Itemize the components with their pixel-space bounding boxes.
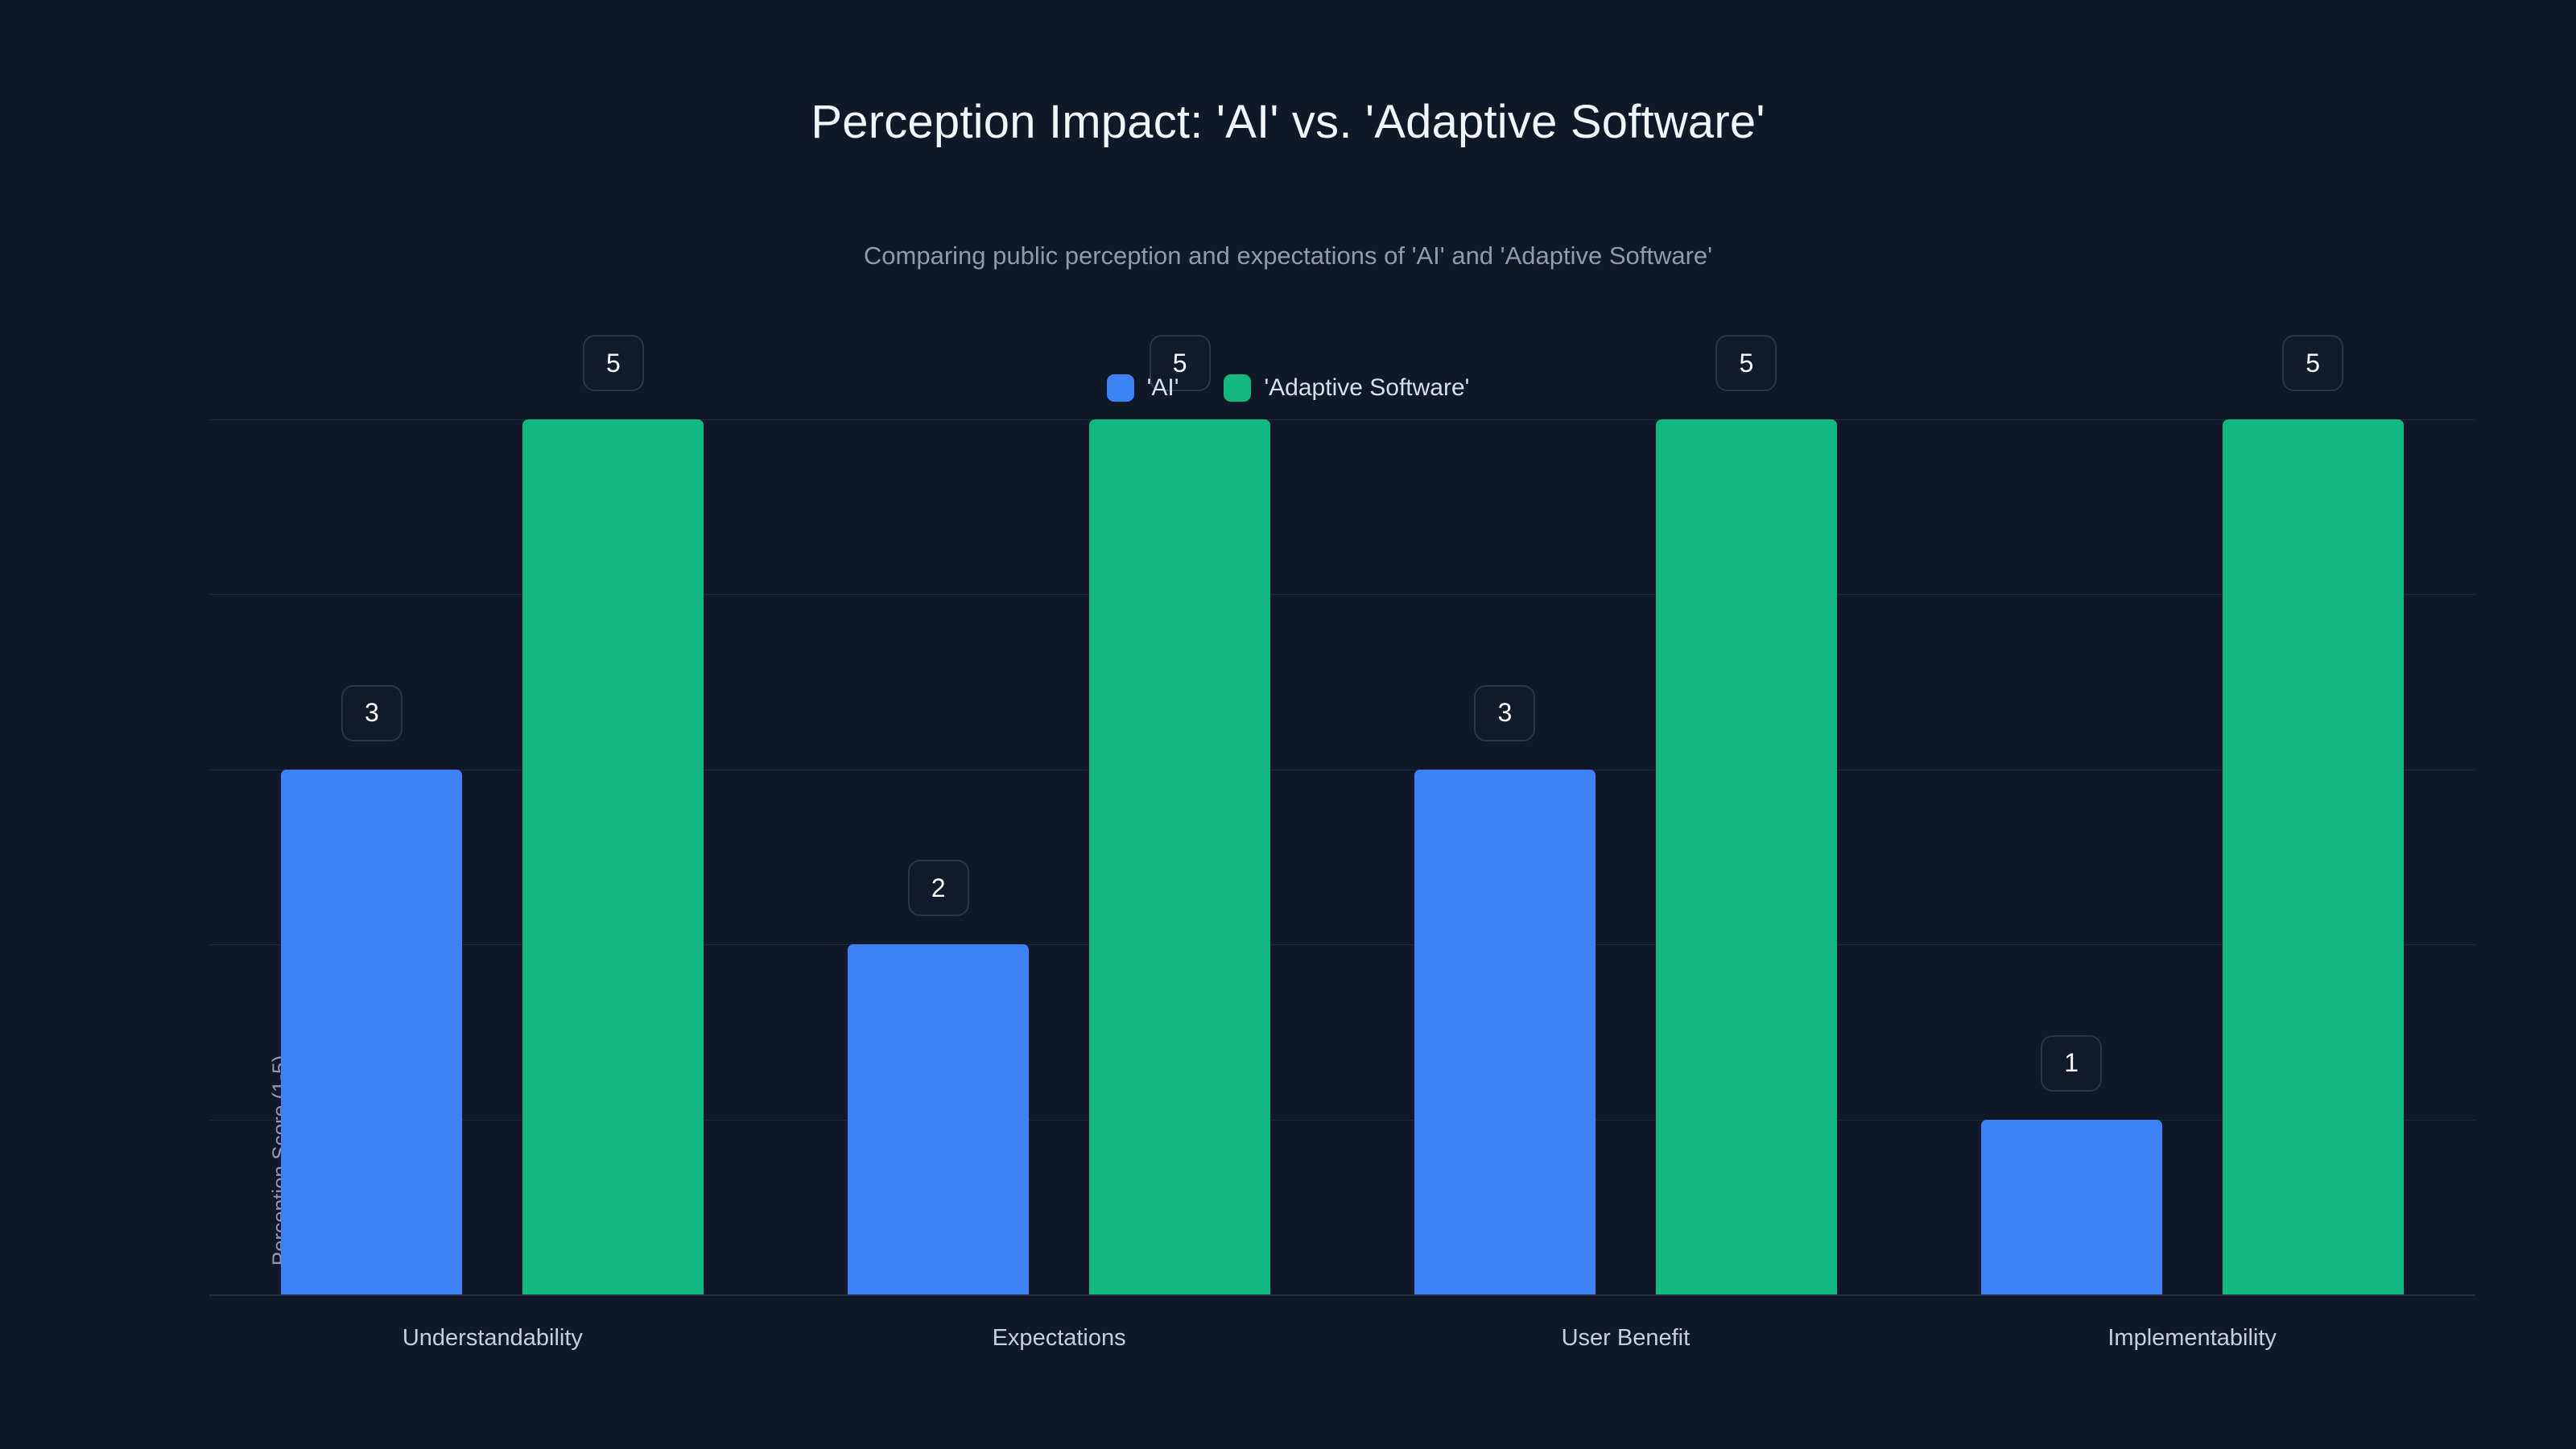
data-label-badge: 3 — [1474, 684, 1536, 741]
x-tick-label: Understandability — [402, 1325, 583, 1351]
bar-expectations-series-1[interactable] — [1089, 419, 1271, 1294]
bar-implementability-series-1[interactable] — [2222, 419, 2404, 1294]
data-label-badge: 5 — [1715, 335, 1777, 391]
data-label-badge: 3 — [341, 684, 402, 741]
chart-title: Perception Impact: 'AI' vs. 'Adaptive So… — [811, 96, 1765, 148]
bar-implementability-series-0[interactable] — [1980, 1119, 2162, 1294]
chart-legend: 'AI' 'Adaptive Software' — [0, 374, 2576, 402]
legend-item-series-1[interactable]: 'Adaptive Software' — [1224, 374, 1469, 402]
bar-user-benefit-series-0[interactable] — [1414, 769, 1596, 1294]
legend-label: 'AI' — [1146, 374, 1179, 401]
bar-expectations-series-0[interactable] — [848, 944, 1030, 1294]
bar-understandability-series-1[interactable] — [522, 419, 704, 1294]
chart-subtitle: Comparing public perception and expectat… — [863, 242, 1713, 270]
x-tick-label: Expectations — [992, 1325, 1126, 1351]
gridline — [209, 1119, 2475, 1121]
x-tick-label: Implementability — [2107, 1325, 2277, 1351]
data-label-badge: 5 — [582, 335, 644, 391]
gridline — [209, 594, 2475, 596]
x-tick-label: User Benefit — [1561, 1325, 1690, 1351]
legend-item-series-0[interactable]: 'AI' — [1106, 374, 1179, 402]
data-label-badge: 5 — [1149, 335, 1211, 391]
legend-label: 'Adaptive Software' — [1264, 374, 1470, 401]
bar-user-benefit-series-1[interactable] — [1655, 419, 1837, 1294]
legend-swatch-icon — [1224, 374, 1252, 402]
data-label-badge: 1 — [2041, 1034, 2103, 1092]
x-axis-line — [209, 1294, 2475, 1296]
data-label-badge: 2 — [907, 860, 969, 917]
gridline — [209, 419, 2475, 420]
gridline — [209, 944, 2475, 946]
data-label-badge: 5 — [2282, 335, 2344, 391]
bar-understandability-series-0[interactable] — [281, 769, 463, 1294]
legend-swatch-icon — [1106, 374, 1134, 402]
